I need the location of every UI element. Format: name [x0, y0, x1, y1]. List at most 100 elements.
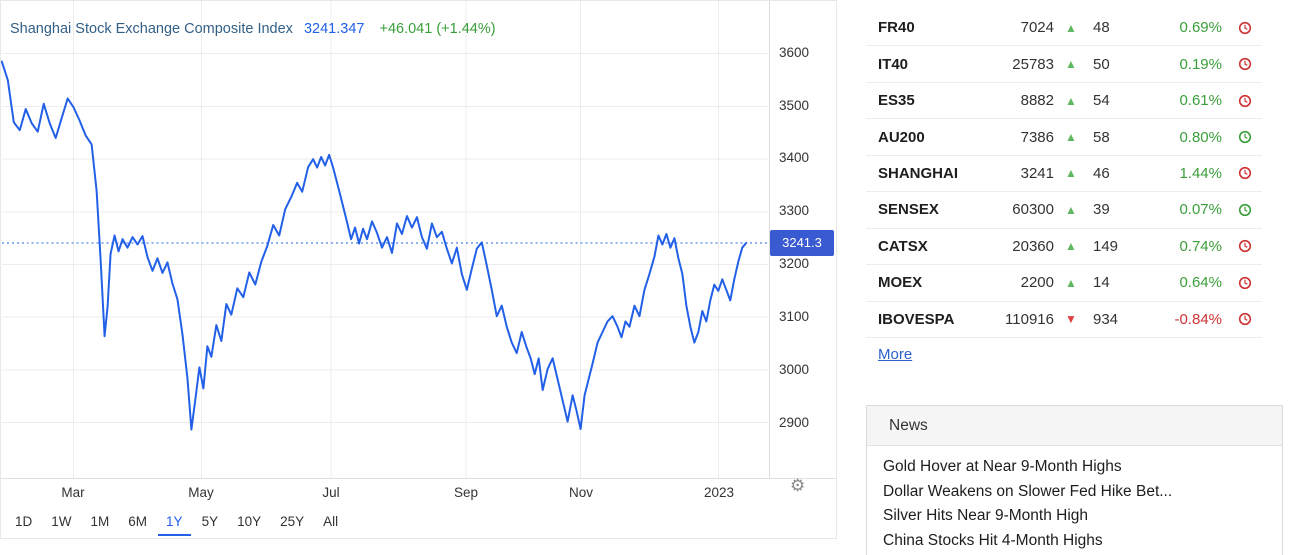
y-axis-label: 3200 — [779, 256, 810, 272]
change-value: 58 — [1093, 128, 1110, 146]
news-item[interactable]: Silver Hits Near 9-Month High — [883, 507, 1089, 524]
news-panel: News Gold Hover at Near 9-Month Highs Dol… — [866, 405, 1283, 555]
x-axis-label: Jul — [322, 485, 340, 500]
last-value: 8882 — [1020, 92, 1054, 110]
market-status — [1228, 94, 1262, 108]
up-triangle-icon: ▲ — [1065, 202, 1077, 217]
percent-change: 0.64% — [1179, 274, 1222, 292]
x-axis-label: May — [188, 485, 214, 500]
market-status-clock-icon — [1238, 167, 1252, 180]
quote-row-es35[interactable]: ES35 8882 ▲ 54 0.61% — [866, 83, 1262, 120]
change-value: 39 — [1093, 201, 1110, 219]
symbol-label[interactable]: CATSX — [878, 237, 928, 255]
market-status-clock-icon — [1238, 203, 1252, 217]
quote-row-catsx[interactable]: CATSX 20360 ▲ 149 0.74% — [866, 229, 1262, 266]
last-value: 110916 — [1005, 310, 1054, 328]
up-triangle-icon: ▲ — [1065, 20, 1077, 35]
y-axis-label: 3600 — [779, 44, 810, 60]
change-value: 54 — [1093, 92, 1110, 110]
market-status-clock-icon — [1238, 58, 1252, 71]
up-triangle-icon: ▲ — [1065, 130, 1077, 145]
down-triangle-icon: ▼ — [1065, 312, 1077, 327]
last-value: 20360 — [1012, 237, 1054, 255]
market-status-clock-icon — [1238, 21, 1252, 34]
last-value: 7024 — [1020, 19, 1054, 37]
percent-change: 0.19% — [1179, 55, 1222, 73]
x-axis-label: Sep — [453, 485, 479, 500]
market-status — [1228, 312, 1262, 326]
chart-last-price: 3241.347 — [303, 21, 365, 37]
change-value: 14 — [1093, 274, 1110, 292]
market-status — [1228, 57, 1262, 71]
news-item[interactable]: China Stocks Hit 4-Month Highs — [883, 531, 1103, 549]
price-line-chart[interactable] — [1, 1, 769, 479]
quote-row-sensex[interactable]: SENSEX 60300 ▲ 39 0.07% — [866, 192, 1262, 229]
market-status — [1228, 203, 1262, 217]
quote-row-shanghai[interactable]: SHANGHAI 3241 ▲ 46 1.44% — [866, 156, 1262, 193]
symbol-label[interactable]: SENSEX — [878, 201, 939, 219]
y-axis-label: 2900 — [779, 414, 810, 430]
range-button-6m[interactable]: 6M — [128, 514, 148, 529]
percent-change: 0.61% — [1179, 92, 1222, 110]
quote-row-fr40[interactable]: FR40 7024 ▲ 48 0.69% — [866, 10, 1262, 47]
news-list: Gold Hover at Near 9-Month Highs Dollar W… — [867, 446, 1282, 553]
up-triangle-icon: ▲ — [1065, 275, 1077, 290]
quote-row-au200[interactable]: AU200 7386 ▲ 58 0.80% — [866, 119, 1262, 156]
symbol-label[interactable]: IT40 — [878, 55, 909, 73]
percent-change: 1.44% — [1179, 164, 1222, 182]
range-button-5y[interactable]: 5Y — [201, 514, 219, 529]
symbol-label[interactable]: MOEX — [878, 274, 923, 292]
chart-settings-gear-icon[interactable]: ⚙ — [790, 476, 806, 495]
change-value: 149 — [1093, 237, 1119, 255]
x-axis-label: Mar — [61, 485, 85, 500]
range-button-all[interactable]: All — [323, 514, 339, 529]
news-item[interactable]: Gold Hover at Near 9-Month Highs — [883, 458, 1122, 475]
percent-change: -0.84% — [1174, 310, 1222, 328]
symbol-label[interactable]: SHANGHAI — [878, 164, 959, 182]
market-status-clock-icon — [1238, 240, 1252, 253]
market-status — [1228, 239, 1262, 253]
percent-change: 0.80% — [1179, 128, 1222, 146]
market-status — [1228, 130, 1262, 144]
change-value: 46 — [1093, 164, 1110, 182]
news-panel-title: News — [867, 406, 1282, 446]
range-button-1y[interactable]: 1Y — [158, 509, 191, 536]
up-triangle-icon: ▲ — [1065, 239, 1077, 254]
last-value: 2200 — [1020, 274, 1054, 292]
market-status — [1228, 276, 1262, 290]
chart-change: +46.041 (+1.44%) — [379, 21, 496, 37]
quote-row-ibovespa[interactable]: IBOVESPA 110916 ▼ 934 -0.84% — [866, 302, 1262, 338]
market-status — [1228, 21, 1262, 35]
x-axis-label: 2023 — [703, 485, 735, 500]
symbol-label[interactable]: FR40 — [878, 19, 915, 37]
last-value: 60300 — [1012, 201, 1054, 219]
news-item[interactable]: Dollar Weakens on Slower Fed Hike Bet... — [883, 482, 1173, 500]
quote-row-moex[interactable]: MOEX 2200 ▲ 14 0.64% — [866, 265, 1262, 302]
more-link[interactable]: More — [878, 346, 913, 363]
change-value: 934 — [1093, 310, 1119, 328]
chart-header: Shanghai Stock Exchange Composite Index … — [10, 21, 496, 37]
range-button-10y[interactable]: 10Y — [237, 514, 262, 529]
percent-change: 0.74% — [1179, 237, 1222, 255]
last-value: 25783 — [1012, 55, 1054, 73]
up-triangle-icon: ▲ — [1065, 166, 1077, 181]
indices-table: FR40 7024 ▲ 48 0.69% IT40 25783 ▲ 50 0.19% ES35 888… — [866, 10, 1262, 338]
y-axis-label: 3300 — [779, 203, 810, 219]
symbol-label[interactable]: IBOVESPA — [878, 310, 955, 328]
percent-change: 0.69% — [1179, 19, 1222, 37]
market-status-clock-icon — [1238, 313, 1252, 326]
chart-title: Shanghai Stock Exchange Composite Index — [10, 21, 293, 37]
symbol-label[interactable]: AU200 — [878, 128, 925, 146]
range-button-25y[interactable]: 25Y — [280, 514, 305, 529]
symbol-label[interactable]: ES35 — [878, 92, 915, 110]
y-axis-label: 3500 — [779, 97, 810, 113]
market-status — [1228, 166, 1262, 180]
market-status-clock-icon — [1238, 94, 1252, 107]
y-axis-label: 3100 — [779, 308, 810, 324]
range-button-1m[interactable]: 1M — [90, 514, 110, 529]
range-button-1w[interactable]: 1W — [51, 514, 72, 529]
quote-row-it40[interactable]: IT40 25783 ▲ 50 0.19% — [866, 46, 1262, 83]
market-status-clock-icon — [1238, 276, 1252, 289]
range-button-1d[interactable]: 1D — [15, 514, 33, 529]
